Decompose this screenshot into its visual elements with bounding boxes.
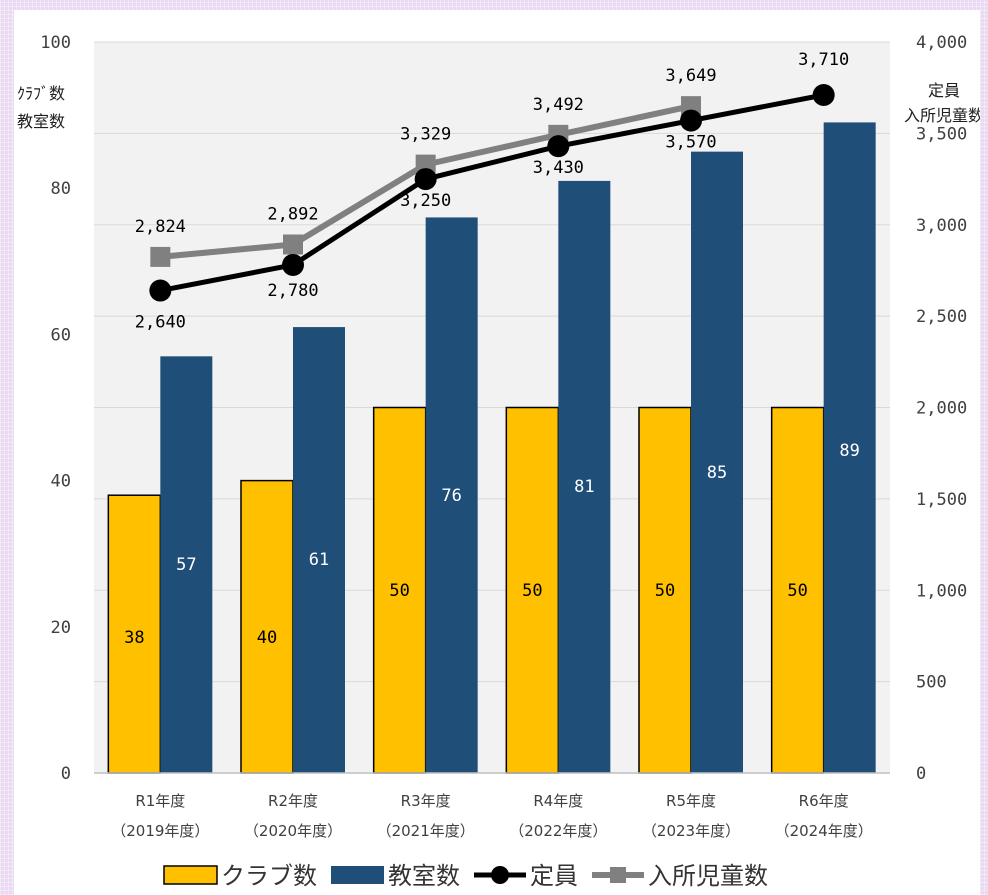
right-tick-label: 4,000 [916,33,967,53]
category-label: R4年度 [533,792,583,810]
line-label-enrolled: 2,824 [135,217,186,237]
legend-label-classroom: 教室数 [388,862,460,890]
bar-label-classroom: 89 [839,441,859,461]
left-axis-label: ｸﾗﾌﾞ数 [17,84,65,103]
right-tick-label: 3,000 [916,216,967,236]
legend-label-enrolled: 入所児童数 [648,862,768,890]
marker-enrolled [150,246,171,267]
legend-label-club: クラブ数 [221,862,317,890]
legend-marker-enrolled [610,867,626,883]
category-label: （2023年度） [642,822,740,840]
line-label-enrolled: 3,329 [400,125,451,145]
line-label-capacity: 3,430 [533,158,584,178]
right-tick-label: 1,500 [916,490,967,510]
bar-club [505,406,560,774]
chart-svg: 0 20 40 60 80 100 0 500 1,000 1,500 2,000 2,500 3,00… [17,33,980,890]
right-tick-label: 0 [916,764,926,784]
line-label-enrolled: 3,649 [665,66,716,86]
bar-club [240,479,294,774]
line-label-capacity: 2,640 [135,313,186,333]
marker-capacity [414,168,437,191]
bar-club [638,406,692,774]
left-axis-label: 教室数 [17,112,65,131]
bar-classroom [425,217,478,773]
line-label-enrolled: 2,892 [267,204,318,224]
line-label-capacity: 2,780 [267,281,318,301]
bar-label-classroom: 81 [574,477,594,497]
bar-label-club: 50 [655,581,675,601]
line-label-capacity: 3,570 [665,133,716,153]
bar-club [107,494,162,774]
left-tick-label: 100 [40,33,71,53]
marker-capacity [547,135,570,158]
line-capacity [159,92,825,293]
category-label: （2020年度） [244,822,342,840]
right-axis-label: 定員 [928,81,960,100]
right-axis-label: 入所児童数 [904,106,980,125]
line-label-capacity: 3,710 [798,50,849,70]
legend-label-capacity: 定員 [530,862,578,890]
legend-swatch-club [163,865,218,885]
bar-label-classroom: 85 [707,463,727,483]
category-label: R2年度 [268,792,318,810]
right-tick-label: 2,000 [916,399,967,419]
bar-label-club: 50 [522,581,542,601]
legend-swatch-classroom [331,866,384,884]
left-tick-label: 0 [61,764,71,784]
bar-label-club: 50 [787,581,807,601]
category-label: （2022年度） [509,822,607,840]
marker-capacity [812,83,835,106]
marker-capacity [282,253,304,276]
category-label: （2019年度） [111,822,209,840]
bar-classroom [823,122,876,773]
category-label: R5年度 [666,792,716,810]
category-label: R3年度 [401,792,451,810]
left-tick-label: 80 [51,179,71,199]
bar-label-club: 40 [257,628,277,648]
bar-label-club: 38 [124,628,144,648]
right-tick-label: 1,000 [916,581,967,601]
bar-classroom [293,327,345,773]
right-tick-label: 3,500 [916,124,967,144]
bar-club [372,406,427,774]
line-label-capacity: 3,250 [400,191,451,211]
bar-label-classroom: 61 [309,550,329,570]
category-label: （2024年度） [775,822,873,840]
marker-capacity [680,109,702,132]
chart-frame: 0 20 40 60 80 100 0 500 1,000 1,500 2,000 2,500 3,00… [14,10,980,895]
right-tick-label: 2,500 [916,307,967,327]
legend-marker-capacity [491,866,509,884]
bar-label-classroom: 57 [176,555,196,575]
bar-classroom [691,151,743,773]
bar-classroom [160,356,213,773]
category-label: R6年度 [799,792,849,810]
category-label: （2021年度） [377,822,475,840]
left-tick-label: 20 [51,618,71,638]
line-label-enrolled: 3,492 [533,95,584,115]
marker-enrolled [283,234,303,255]
marker-capacity [149,279,172,302]
bar-label-club: 50 [389,581,409,601]
category-label: R1年度 [135,792,185,810]
left-tick-label: 40 [51,472,71,492]
right-tick-label: 500 [916,673,947,693]
bar-classroom [558,180,611,773]
bar-label-classroom: 76 [441,486,461,506]
left-tick-label: 60 [51,325,71,345]
